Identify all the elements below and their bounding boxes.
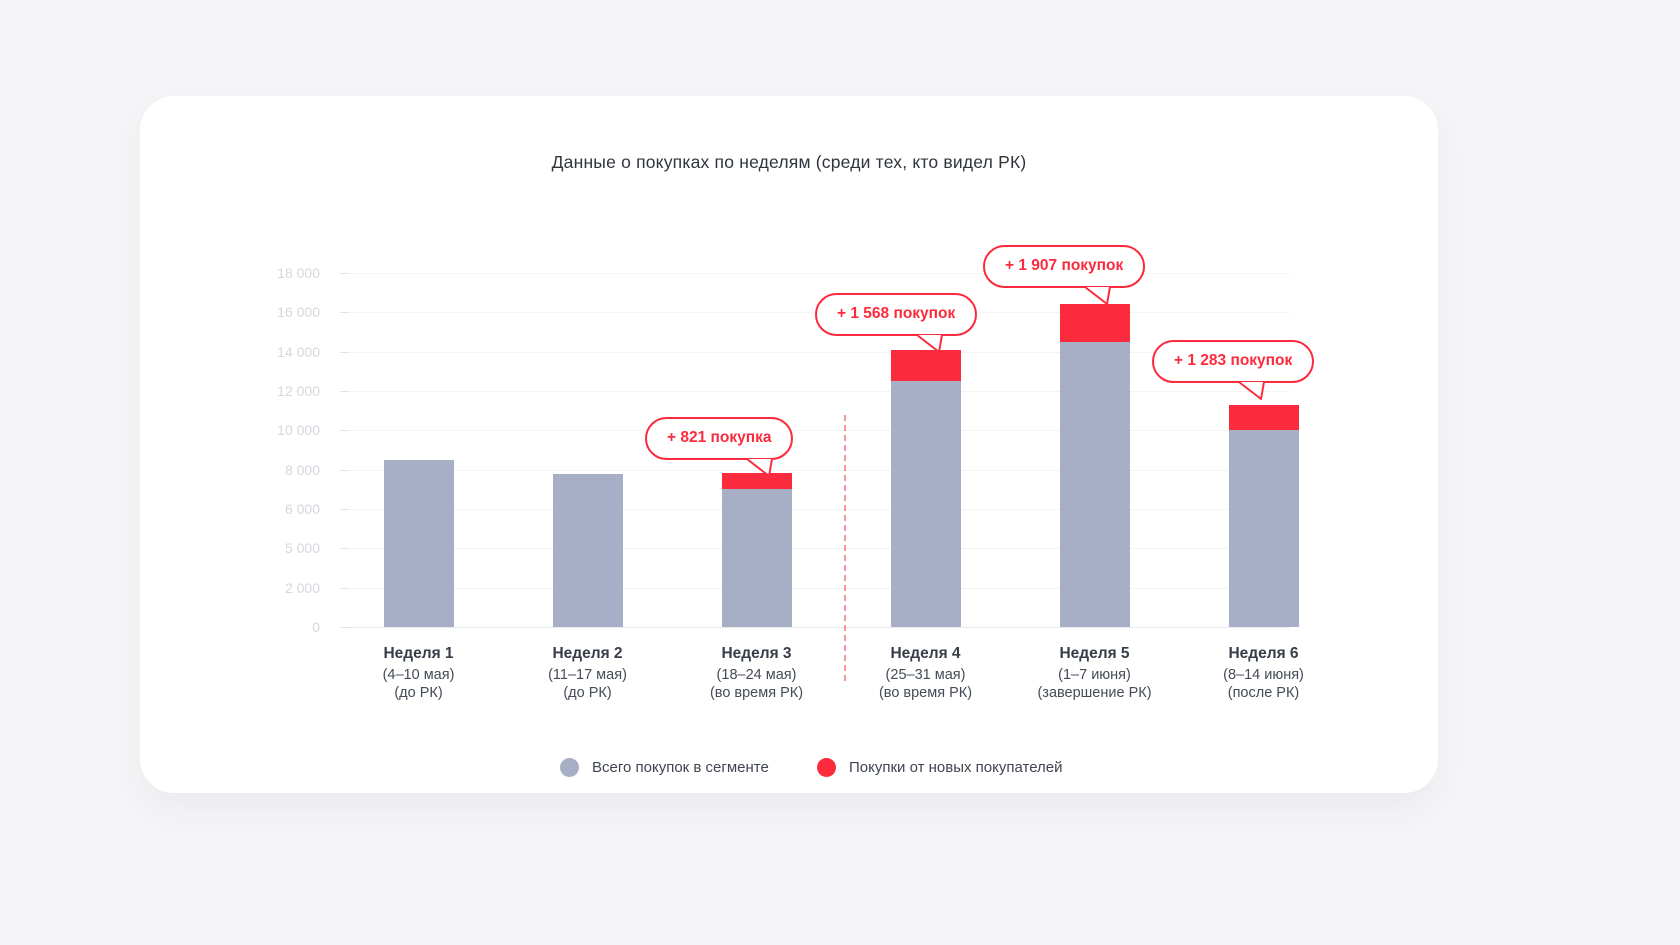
bar-week-4: [890, 273, 961, 627]
week-name: Неделя 5: [1059, 645, 1130, 662]
week-name: Неделя 4: [890, 645, 961, 662]
bar-week-2: [552, 273, 623, 627]
gridline: [340, 587, 1290, 589]
y-axis-tick-label: 8 000: [284, 461, 320, 478]
axis-tick: [340, 587, 349, 589]
axis-tick: [340, 273, 349, 274]
gridline: [340, 627, 1290, 628]
week-phase: (во время РК): [709, 684, 804, 701]
bar-week-1: [383, 273, 454, 627]
axis-tick: [340, 391, 349, 392]
x-axis-label-week-3: Неделя 3 (18–24 мая) (во время РК): [672, 645, 842, 702]
callout-week-3-label: + 821 покупка: [667, 429, 772, 446]
callout-pointer-icon: [746, 457, 773, 477]
gridline: [340, 469, 1290, 471]
callout-pointer-icon: [916, 333, 943, 353]
callout-week-6-label: + 1 283 покупок: [1174, 352, 1293, 369]
y-axis-tick-label: 10 000: [277, 422, 320, 439]
week-phase: (после РК): [1227, 684, 1300, 701]
callout-week-4: + 1 568 покупок: [815, 293, 978, 353]
bar-week-3: [721, 273, 792, 627]
callout-week-5-label: + 1 907 покупок: [1005, 257, 1124, 274]
week-phase: (во время РК): [878, 684, 973, 701]
y-axis-tick-label: 18 000: [277, 265, 320, 281]
legend-label-new: Покупки от новых покупателей: [849, 759, 1063, 776]
week-dates: (4–10 мая): [382, 667, 455, 683]
bar-total-segment: [721, 489, 792, 627]
y-axis-tick-label: 0: [312, 619, 320, 635]
gridline: [340, 273, 1290, 274]
week-phase: (до РК): [563, 684, 612, 701]
gridline: [340, 548, 1290, 550]
axis-tick: [340, 430, 349, 432]
bar-new-buyers-segment: [1228, 405, 1299, 431]
axis-tick: [340, 627, 349, 628]
gridline: [340, 391, 1290, 392]
x-axis-label-week-6: Неделя 6 (8–14 июня) (после РК): [1179, 645, 1349, 702]
bar-new-buyers-segment: [721, 473, 792, 490]
y-axis-tick-label: 2 000: [284, 579, 320, 596]
y-axis-tick-label: 5 000: [284, 540, 320, 557]
y-axis-tick-label: 16 000: [277, 304, 320, 321]
callout-week-6: + 1 283 покупок: [1152, 340, 1315, 400]
bar-total-segment: [1059, 341, 1130, 627]
legend-dot-new-icon: [817, 758, 836, 777]
bar-week-6: [1228, 273, 1299, 627]
callout-pointer-icon: [1238, 380, 1265, 400]
bar-week-5: [1059, 273, 1130, 627]
week-dates: (1–7 июня): [1058, 667, 1131, 683]
x-axis-label-week-5: Неделя 5 (1–7 июня) (завершение РК): [1010, 645, 1180, 702]
x-axis-label-week-4: Неделя 4 (25–31 мая) (во время РК): [841, 645, 1011, 702]
gridline: [340, 351, 1290, 353]
callout-week-5: + 1 907 покупок: [983, 245, 1146, 305]
plot-area: [340, 273, 1299, 628]
week-phase: (завершение РК): [1037, 684, 1152, 701]
bar-new-buyers-segment: [1059, 304, 1130, 342]
week-dates: (8–14 июня): [1223, 667, 1304, 683]
callout-week-3: + 821 покупка: [645, 417, 794, 477]
axis-tick: [340, 351, 349, 353]
y-axis-tick-label: 6 000: [284, 501, 320, 517]
week-name: Неделя 3: [721, 645, 792, 662]
week-name: Неделя 6: [1228, 645, 1299, 662]
legend-dot-total-icon: [560, 758, 579, 777]
bar-new-buyers-segment: [890, 350, 961, 382]
week-name: Неделя 2: [552, 645, 623, 662]
axis-tick: [340, 548, 349, 550]
campaign-start-separator-line: [844, 415, 846, 681]
gridline: [340, 509, 1290, 510]
chart-title: Данные о покупках по неделям (среди тех,…: [551, 152, 1027, 172]
y-axis-labels: 18 000 16 000 14 000 12 000 10 000 8 000 6 000…: [200, 265, 330, 635]
week-phase: (до РК): [394, 684, 443, 701]
week-name: Неделя 1: [383, 645, 454, 662]
axis-tick: [340, 469, 349, 471]
legend-item-total: Всего покупок в сегменте: [560, 757, 769, 778]
bar-total-segment: [383, 459, 454, 627]
week-dates: (25–31 мая): [885, 667, 966, 683]
gridline: [340, 430, 1290, 432]
callout-week-4-label: + 1 568 покупок: [837, 305, 956, 322]
axis-tick: [340, 312, 349, 314]
x-axis-label-week-1: Неделя 1 (4–10 мая) (до РК): [334, 645, 504, 702]
legend-item-new: Покупки от новых покупателей: [817, 757, 1063, 778]
chart-card: Данные о покупках по неделям (среди тех,…: [140, 96, 1438, 793]
legend-label-total: Всего покупок в сегменте: [592, 759, 769, 776]
week-dates: (18–24 мая): [716, 667, 797, 683]
x-axis-label-week-2: Неделя 2 (11–17 мая) (до РК): [503, 645, 673, 702]
bar-total-segment: [1228, 430, 1299, 627]
bar-total-segment: [552, 473, 623, 627]
y-axis-tick-label: 14 000: [277, 343, 320, 360]
bar-total-segment: [890, 381, 961, 627]
callout-pointer-icon: [1084, 285, 1111, 305]
y-axis-tick-label: 12 000: [277, 383, 320, 399]
week-dates: (11–17 мая): [548, 667, 627, 683]
axis-tick: [340, 509, 349, 510]
